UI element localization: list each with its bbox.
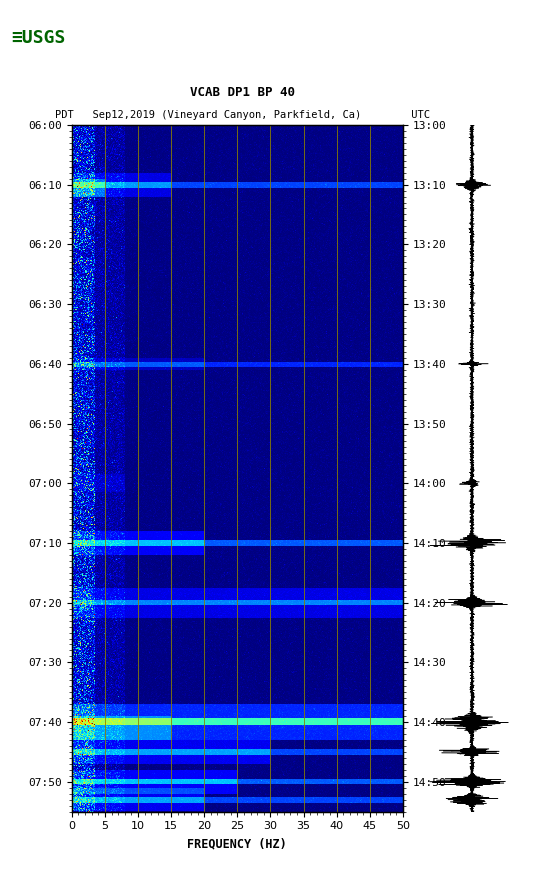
Text: ≡USGS: ≡USGS (11, 29, 66, 46)
Text: VCAB DP1 BP 40: VCAB DP1 BP 40 (190, 86, 295, 99)
X-axis label: FREQUENCY (HZ): FREQUENCY (HZ) (188, 837, 287, 850)
Text: PDT   Sep12,2019 (Vineyard Canyon, Parkfield, Ca)        UTC: PDT Sep12,2019 (Vineyard Canyon, Parkfie… (55, 110, 431, 120)
